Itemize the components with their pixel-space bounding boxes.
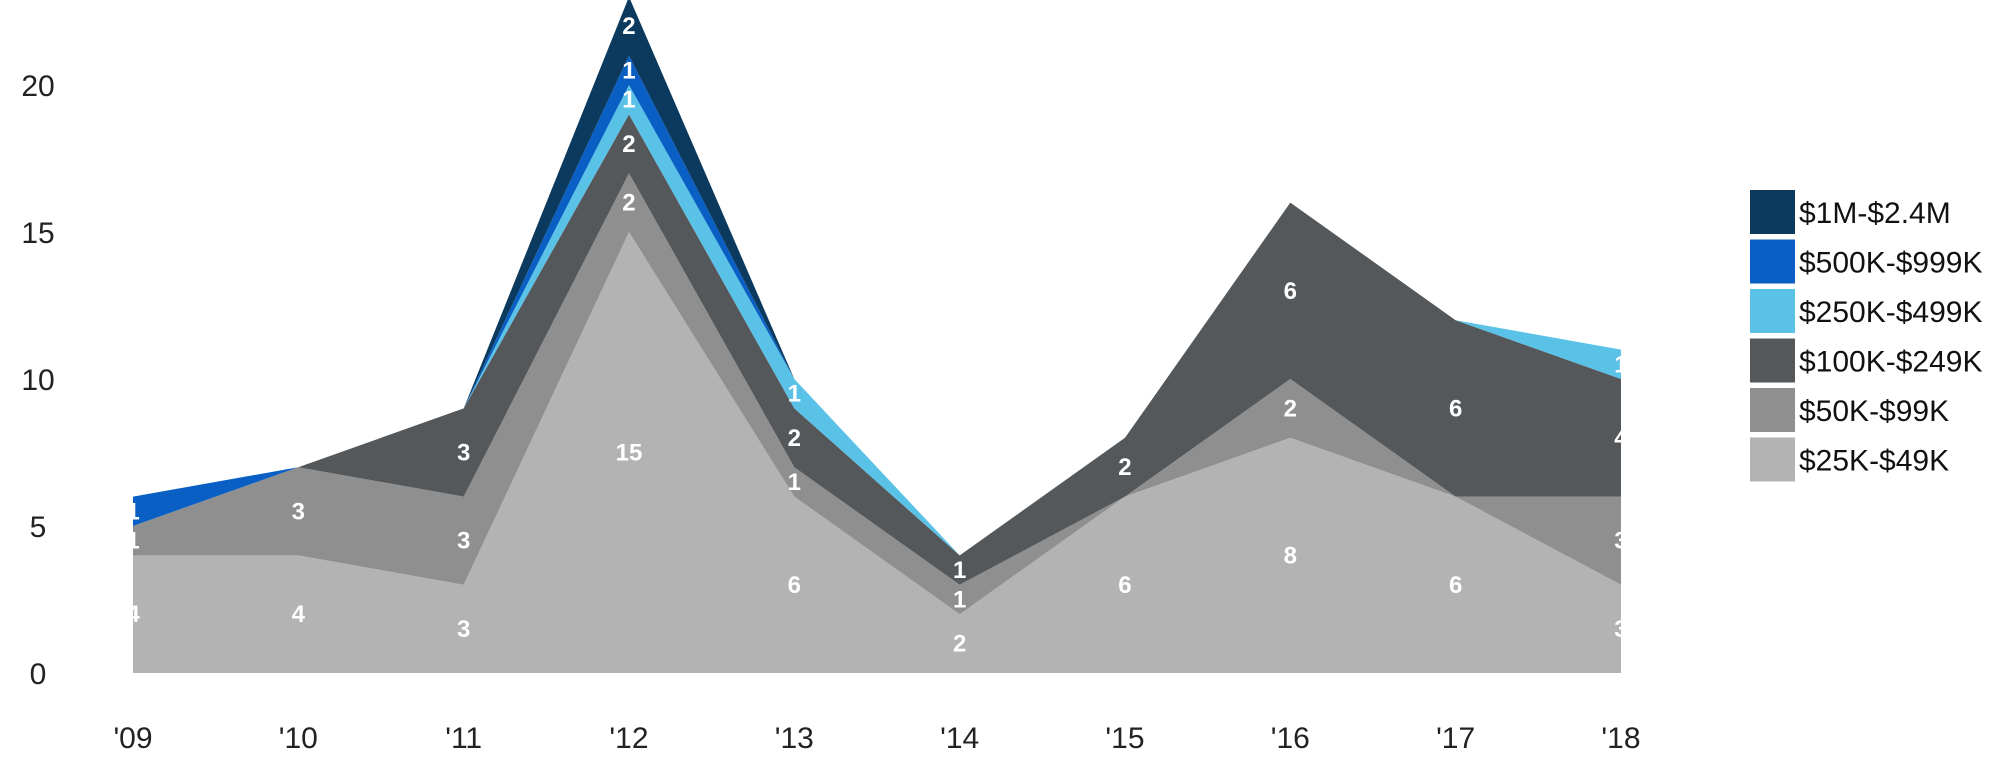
data-label: 6 <box>788 572 801 599</box>
x-tick-label: '09 <box>113 722 152 755</box>
legend-item: $50K-$99K <box>1750 388 1949 432</box>
data-labels: 4 4 3 15 6 2 6 8 6 3 1 3 3 2 1 1 2 3 3 2 2 1 2 6 6 4 1 1 1 1 1 2 <box>126 13 1628 657</box>
data-label: 2 <box>953 631 966 658</box>
legend-swatch <box>1750 239 1795 284</box>
data-label: 4 <box>1614 425 1628 452</box>
data-label: 3 <box>292 498 305 525</box>
data-label: 3 <box>457 440 470 467</box>
y-tick-label: 20 <box>21 70 54 103</box>
y-tick-label: 5 <box>30 511 47 544</box>
legend-swatch <box>1750 437 1795 482</box>
data-label: 3 <box>1614 528 1627 555</box>
data-label: 1 <box>126 528 139 555</box>
legend-item: $500K-$999K <box>1750 239 1983 284</box>
legend-swatch <box>1750 190 1795 234</box>
x-tick-label: '14 <box>940 722 979 755</box>
data-label: 2 <box>622 131 635 158</box>
data-label: 2 <box>1118 454 1131 481</box>
data-label: 2 <box>622 190 635 217</box>
data-label: 1 <box>622 87 635 114</box>
data-label: 15 <box>616 440 643 467</box>
legend-label: $500K-$999K <box>1799 247 1983 280</box>
data-label: 8 <box>1284 542 1297 569</box>
data-label: 2 <box>622 13 635 40</box>
y-axis: 0 5 10 15 20 <box>21 70 54 691</box>
x-tick-label: '17 <box>1436 722 1475 755</box>
y-tick-label: 10 <box>21 364 54 397</box>
data-label: 6 <box>1118 572 1131 599</box>
x-tick-label: '11 <box>445 722 482 755</box>
data-label: 1 <box>953 557 966 584</box>
legend-label: $100K-$249K <box>1799 346 1983 379</box>
data-label: 3 <box>457 616 470 643</box>
area-100k-249k <box>133 114 1621 585</box>
legend-item: $1M-$2.4M <box>1750 190 1951 234</box>
area-25k-49k <box>133 232 1621 673</box>
data-label: 4 <box>292 601 306 628</box>
data-label: 3 <box>1614 616 1627 643</box>
data-label: 4 <box>126 601 140 628</box>
x-tick-label: '18 <box>1601 722 1640 755</box>
legend-label: $25K-$49K <box>1799 445 1949 478</box>
data-label: 2 <box>788 425 801 452</box>
legend: $1M-$2.4M $500K-$999K $250K-$499K $100K-… <box>1750 190 1983 482</box>
legend-label: $50K-$99K <box>1799 395 1949 428</box>
x-tick-label: '15 <box>1105 722 1144 755</box>
data-label: 1 <box>953 587 966 614</box>
y-tick-label: 15 <box>21 217 54 250</box>
data-label: 1 <box>126 498 139 525</box>
x-tick-label: '16 <box>1271 722 1310 755</box>
x-tick-label: '13 <box>775 722 814 755</box>
x-axis: '09 '10 '11 '12 '13 '14 '15 '16 '17 '18 <box>113 722 1640 755</box>
data-label: 6 <box>1449 395 1462 422</box>
data-label: 1 <box>788 381 801 408</box>
chart-areas <box>133 0 1621 673</box>
legend-item: $25K-$49K <box>1750 437 1949 482</box>
data-label: 1 <box>1614 351 1627 378</box>
legend-item: $250K-$499K <box>1750 289 1983 333</box>
x-tick-label: '10 <box>279 722 318 755</box>
legend-swatch <box>1750 388 1795 432</box>
data-label: 1 <box>622 57 635 84</box>
data-label: 6 <box>1284 278 1297 305</box>
y-tick-label: 0 <box>30 658 47 691</box>
data-label: 6 <box>1449 572 1462 599</box>
legend-label: $1M-$2.4M <box>1799 197 1951 230</box>
x-tick-label: '12 <box>609 722 648 755</box>
data-label: 2 <box>1284 395 1297 422</box>
legend-swatch <box>1750 289 1795 333</box>
data-label: 1 <box>788 469 801 496</box>
data-label: 3 <box>457 528 470 555</box>
legend-label: $250K-$499K <box>1799 296 1983 329</box>
legend-swatch <box>1750 338 1795 383</box>
legend-item: $100K-$249K <box>1750 338 1983 383</box>
